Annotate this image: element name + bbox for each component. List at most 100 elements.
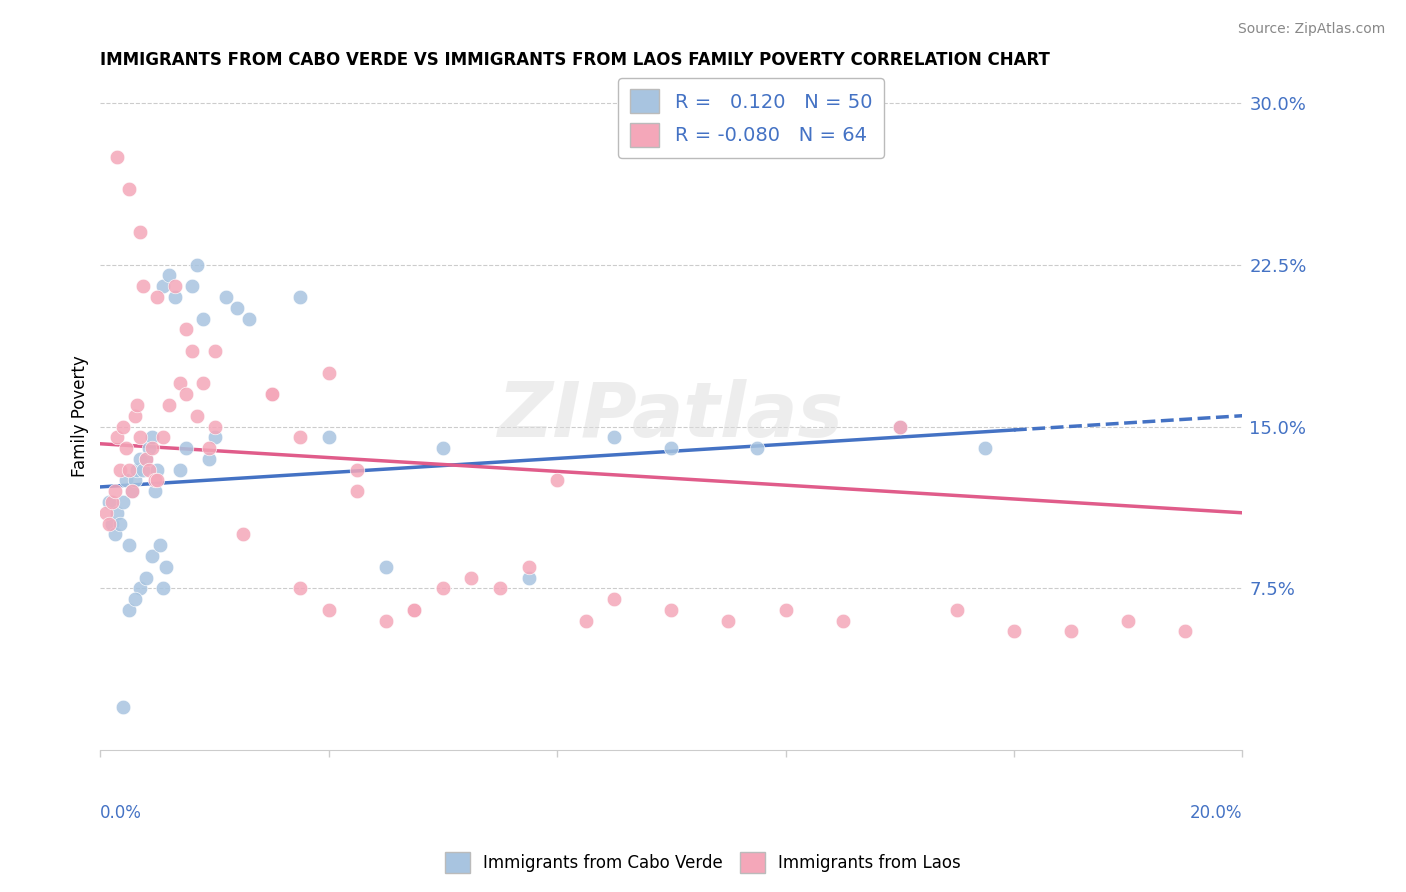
Point <box>149 538 172 552</box>
Point <box>186 409 208 423</box>
Point <box>138 441 160 455</box>
Point <box>107 430 129 444</box>
Point <box>118 182 141 196</box>
Point <box>127 463 149 477</box>
Point <box>318 603 340 617</box>
Point <box>174 322 197 336</box>
Point <box>169 463 191 477</box>
Point <box>659 441 682 455</box>
Point <box>1060 624 1083 639</box>
Point <box>163 290 186 304</box>
Point <box>110 463 132 477</box>
Point <box>169 376 191 391</box>
Point <box>204 419 226 434</box>
Point <box>124 592 146 607</box>
Point <box>146 474 169 488</box>
Y-axis label: Family Poverty: Family Poverty <box>72 355 89 476</box>
Point <box>118 463 141 477</box>
Point <box>1174 624 1197 639</box>
Point <box>174 441 197 455</box>
Point <box>460 570 482 584</box>
Legend: Immigrants from Cabo Verde, Immigrants from Laos: Immigrants from Cabo Verde, Immigrants f… <box>439 846 967 880</box>
Point <box>152 279 174 293</box>
Point <box>404 603 426 617</box>
Point <box>107 506 129 520</box>
Point <box>204 343 226 358</box>
Text: Source: ZipAtlas.com: Source: ZipAtlas.com <box>1237 22 1385 37</box>
Point <box>135 570 157 584</box>
Text: ZIPatlas: ZIPatlas <box>498 379 845 453</box>
Point <box>157 398 180 412</box>
Point <box>132 279 155 293</box>
Point <box>517 570 540 584</box>
Point <box>186 258 208 272</box>
Point <box>191 311 214 326</box>
Point <box>107 150 129 164</box>
Point <box>143 474 166 488</box>
Point <box>141 441 163 455</box>
Point <box>318 430 340 444</box>
Point <box>374 614 396 628</box>
Point <box>129 451 152 466</box>
Point <box>432 582 454 596</box>
Point <box>290 582 312 596</box>
Point <box>112 495 135 509</box>
Point <box>226 301 249 315</box>
Point <box>141 549 163 563</box>
Point <box>141 430 163 444</box>
Point <box>112 700 135 714</box>
Point <box>163 279 186 293</box>
Point <box>129 225 152 239</box>
Point <box>204 430 226 444</box>
Point <box>575 614 598 628</box>
Point <box>290 290 312 304</box>
Point <box>112 419 135 434</box>
Point <box>174 387 197 401</box>
Point <box>97 516 120 531</box>
Point <box>146 463 169 477</box>
Point <box>143 484 166 499</box>
Point <box>127 398 149 412</box>
Point <box>603 592 626 607</box>
Point <box>489 582 512 596</box>
Point <box>94 506 117 520</box>
Point <box>129 582 152 596</box>
Point <box>946 603 969 617</box>
Point <box>603 430 626 444</box>
Point <box>546 474 568 488</box>
Text: IMMIGRANTS FROM CABO VERDE VS IMMIGRANTS FROM LAOS FAMILY POVERTY CORRELATION CH: IMMIGRANTS FROM CABO VERDE VS IMMIGRANTS… <box>100 51 1050 69</box>
Point <box>118 538 141 552</box>
Point <box>138 463 160 477</box>
Point <box>215 290 238 304</box>
Point <box>100 516 122 531</box>
Point <box>115 441 138 455</box>
Point <box>831 614 853 628</box>
Point <box>180 343 202 358</box>
Point <box>135 451 157 466</box>
Point <box>121 484 143 499</box>
Point <box>135 451 157 466</box>
Point <box>974 441 997 455</box>
Point <box>346 484 368 499</box>
Point <box>132 463 155 477</box>
Point <box>404 603 426 617</box>
Point <box>775 603 797 617</box>
Point <box>318 366 340 380</box>
Point <box>152 430 174 444</box>
Point <box>104 484 127 499</box>
Text: 0.0%: 0.0% <box>100 804 142 822</box>
Point <box>198 441 221 455</box>
Point <box>745 441 768 455</box>
Point <box>115 474 138 488</box>
Point <box>157 268 180 283</box>
Point <box>152 582 174 596</box>
Point <box>180 279 202 293</box>
Text: 20.0%: 20.0% <box>1189 804 1243 822</box>
Point <box>155 559 177 574</box>
Point <box>889 419 911 434</box>
Point <box>717 614 740 628</box>
Point <box>104 527 127 541</box>
Point <box>1002 624 1025 639</box>
Point <box>124 409 146 423</box>
Point <box>129 430 152 444</box>
